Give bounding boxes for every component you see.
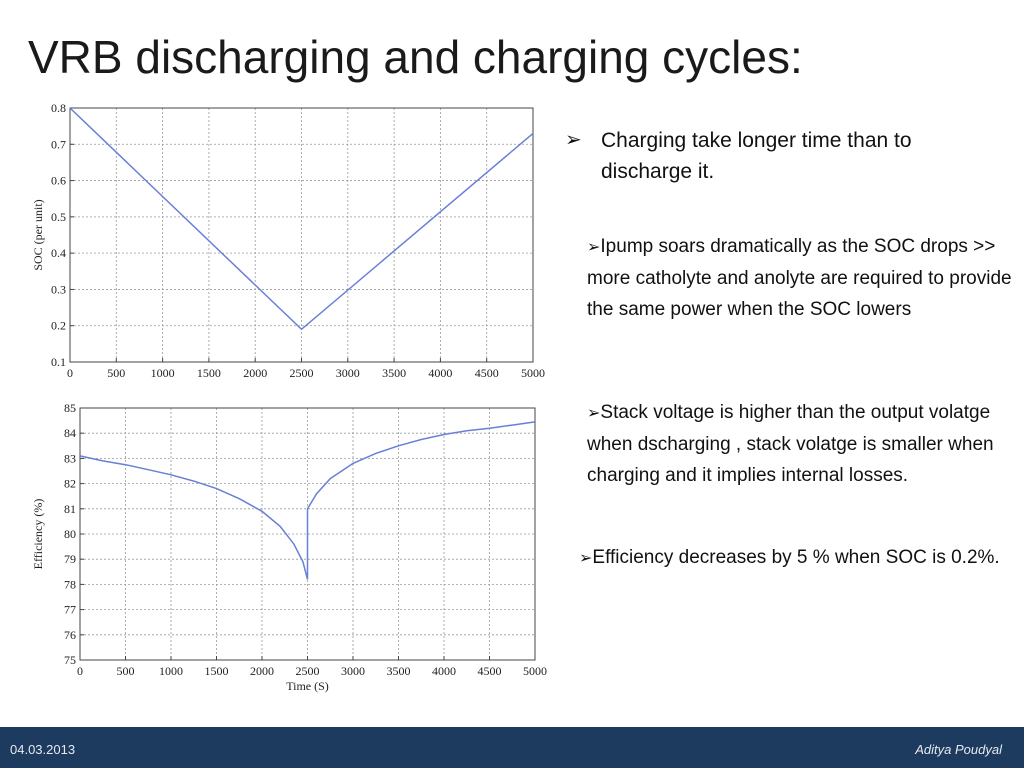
series-line bbox=[69, 107, 534, 331]
x-tick-label: 1000 bbox=[159, 664, 183, 678]
y-tick-label: 0.1 bbox=[51, 355, 66, 369]
x-axis-label: Time (S) bbox=[286, 679, 329, 693]
x-tick-label: 3000 bbox=[336, 366, 360, 380]
x-tick-label: 1500 bbox=[197, 366, 221, 380]
y-axis-label: Efficiency (%) bbox=[31, 499, 45, 570]
bullet-text: Charging take longer time than to discha… bbox=[601, 129, 912, 183]
arrow-bullet-icon: ➢ bbox=[565, 129, 582, 151]
slide-title: VRB discharging and charging cycles: bbox=[28, 31, 803, 83]
x-tick-label: 2000 bbox=[250, 664, 274, 678]
x-tick-label: 5000 bbox=[523, 664, 547, 678]
y-tick-label: 0.4 bbox=[51, 246, 66, 260]
x-tick-label: 500 bbox=[117, 664, 135, 678]
x-tick-label: 4500 bbox=[475, 366, 499, 380]
y-tick-label: 82 bbox=[64, 477, 76, 491]
y-tick-label: 76 bbox=[64, 628, 76, 642]
y-tick-label: 0.2 bbox=[51, 319, 66, 333]
y-tick-label: 0.7 bbox=[51, 137, 66, 151]
footer-date: 04.03.2013 bbox=[10, 742, 76, 757]
bullet-item: ➢Stack voltage is higher than the output… bbox=[587, 397, 1017, 491]
bullet-text: Efficiency decreases by 5 % when SOC is … bbox=[592, 547, 1000, 568]
efficiency-chart: 0 500 1000 1500 2000 2500 3000 3500 4000 4500 5000… bbox=[30, 388, 575, 698]
y-tick-label: 83 bbox=[64, 451, 76, 465]
y-tick-label: 84 bbox=[64, 426, 76, 440]
footer-author: Aditya Poudyal bbox=[915, 742, 1002, 757]
bullet-text: Ipump soars dramatically as the SOC drop… bbox=[587, 236, 1012, 320]
y-tick-label: 0.8 bbox=[51, 101, 66, 115]
x-tick-label: 3000 bbox=[341, 664, 365, 678]
soc-chart-svg: 0 500 1000 1500 2000 2500 3000 3500 4000 4500 5000… bbox=[31, 101, 545, 380]
footer-bar: 04.03.2013 Aditya Poudyal bbox=[0, 727, 1024, 768]
y-tick-label: 85 bbox=[64, 401, 76, 415]
arrow-bullet-icon: ➢ bbox=[587, 405, 601, 422]
x-tick-label: 4000 bbox=[428, 366, 452, 380]
efficiency-chart-svg: 0 500 1000 1500 2000 2500 3000 3500 4000 4500 5000… bbox=[31, 401, 547, 693]
plot-area bbox=[70, 108, 533, 362]
x-tick-label: 3500 bbox=[382, 366, 406, 380]
y-axis-label: SOC (per unit) bbox=[31, 199, 45, 270]
x-tick-label: 4500 bbox=[478, 664, 502, 678]
arrow-bullet-icon: ➢ bbox=[579, 550, 593, 567]
bullet-item: ➢ Charging take longer time than to disc… bbox=[565, 125, 1005, 187]
arrow-bullet-icon: ➢ bbox=[587, 239, 601, 256]
bullet-text: Stack voltage is higher than the output … bbox=[587, 402, 994, 486]
y-tick-label: 79 bbox=[64, 552, 76, 566]
bullet-item: ➢Efficiency decreases by 5 % when SOC is… bbox=[579, 542, 1009, 574]
x-tick-label: 2500 bbox=[296, 664, 320, 678]
x-tick-label: 5000 bbox=[521, 366, 545, 380]
y-tick-label: 80 bbox=[64, 527, 76, 541]
series-line bbox=[79, 421, 536, 580]
y-tick-label: 75 bbox=[64, 653, 76, 667]
y-tick-label: 0.3 bbox=[51, 282, 66, 296]
x-tick-label: 2000 bbox=[243, 366, 267, 380]
x-tick-label: 0 bbox=[77, 664, 83, 678]
bullet-item: ➢Ipump soars dramatically as the SOC dro… bbox=[587, 231, 1012, 325]
y-tick-label: 81 bbox=[64, 502, 76, 516]
y-tick-label: 77 bbox=[64, 603, 76, 617]
x-tick-label: 500 bbox=[107, 366, 125, 380]
x-tick-label: 3500 bbox=[387, 664, 411, 678]
x-tick-label: 4000 bbox=[432, 664, 456, 678]
x-tick-label: 0 bbox=[67, 366, 73, 380]
x-tick-label: 1000 bbox=[151, 366, 175, 380]
soc-chart: 0 500 1000 1500 2000 2500 3000 3500 4000 4500 5000… bbox=[30, 100, 550, 390]
y-tick-label: 78 bbox=[64, 577, 76, 591]
y-tick-label: 0.6 bbox=[51, 174, 66, 188]
x-tick-label: 1500 bbox=[205, 664, 229, 678]
y-tick-label: 0.5 bbox=[51, 210, 66, 224]
x-tick-label: 2500 bbox=[290, 366, 314, 380]
